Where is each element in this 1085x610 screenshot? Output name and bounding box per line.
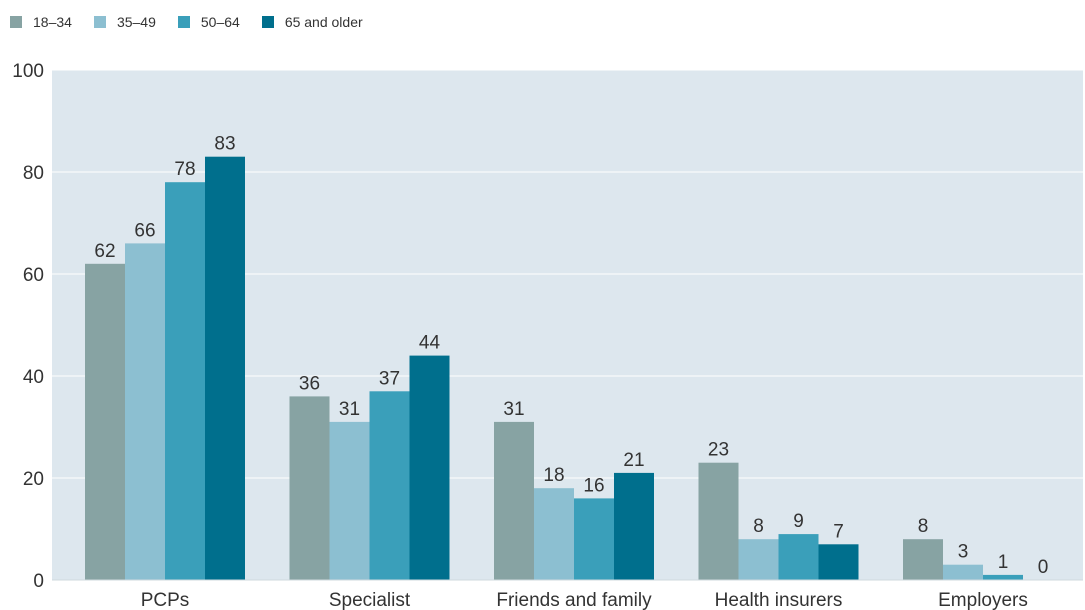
data-label: 44: [419, 333, 441, 354]
y-tick-label: 80: [23, 163, 44, 184]
x-category-label: Employers: [938, 590, 1028, 610]
bar: [165, 182, 205, 580]
legend-item: 35–49: [93, 14, 156, 30]
y-tick-label: 0: [33, 571, 44, 592]
data-label: 8: [918, 516, 929, 537]
data-label: 66: [134, 220, 155, 241]
bar: [369, 391, 410, 580]
legend-item: 65 and older: [261, 14, 363, 30]
y-tick-label: 60: [23, 265, 44, 286]
y-tick-label: 40: [23, 367, 44, 388]
bar: [85, 263, 125, 580]
data-label: 3: [958, 542, 969, 563]
legend-label: 18–34: [33, 14, 72, 30]
legend-label: 50–64: [200, 14, 240, 30]
data-label: 18: [543, 465, 564, 486]
data-label: 7: [833, 521, 844, 542]
bar: [289, 396, 330, 580]
data-label: 8: [753, 516, 764, 537]
x-category-label: Specialist: [329, 590, 411, 610]
data-label: 62: [94, 241, 115, 262]
data-label: 31: [503, 399, 524, 420]
legend-swatch: [261, 16, 274, 28]
data-label: 1: [998, 552, 1009, 573]
data-label: 0: [1038, 557, 1049, 578]
x-category-label: Friends and family: [496, 590, 652, 610]
bar: [205, 156, 245, 580]
bar: [125, 243, 165, 580]
bar: [494, 421, 534, 580]
data-label: 83: [214, 134, 235, 155]
bar: [698, 462, 739, 580]
bar: [903, 539, 943, 580]
legend-item: 50–64: [177, 14, 240, 30]
x-category-label: Health insurers: [715, 590, 843, 610]
legend-swatch: [10, 16, 22, 28]
data-label: 37: [379, 368, 400, 389]
bar: [614, 472, 654, 580]
bar: [943, 564, 983, 580]
data-label: 9: [793, 511, 804, 532]
bar: [983, 574, 1023, 580]
bar: [778, 534, 819, 580]
data-label: 23: [708, 440, 729, 461]
legend-label: 35–49: [116, 14, 156, 30]
y-tick-label: 100: [12, 61, 44, 82]
data-label: 21: [623, 450, 644, 471]
bar: [409, 355, 450, 580]
bar: [534, 488, 574, 580]
legend-item: 18–34: [10, 14, 72, 30]
bar: [329, 421, 370, 580]
data-label: 78: [174, 159, 195, 180]
bar: [574, 498, 614, 580]
x-category-label: PCPs: [141, 590, 190, 610]
bar: [738, 539, 779, 580]
legend-swatch: [177, 16, 190, 28]
data-label: 36: [299, 373, 320, 394]
bar: [818, 544, 859, 580]
y-tick-label: 20: [23, 469, 44, 490]
legend-label: 65 and older: [284, 14, 363, 30]
data-label: 16: [583, 475, 604, 496]
legend-swatch: [93, 16, 106, 28]
legend: 18–34 35–49 50–64 65 and older: [10, 12, 385, 32]
data-label: 31: [339, 399, 360, 420]
